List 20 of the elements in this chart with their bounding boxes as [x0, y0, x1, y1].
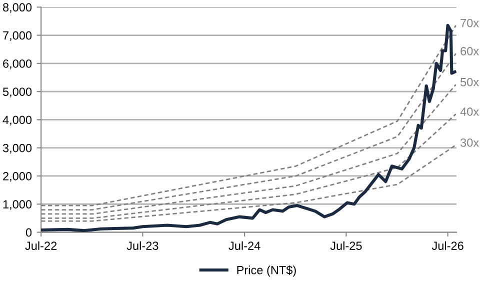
x-tick-label: Jul-24 [228, 241, 260, 250]
series-label: 30x [460, 138, 479, 147]
y-tick-label: 7,000 [3, 31, 32, 42]
y-tick-label: 8,000 [3, 3, 32, 13]
series-label: 60x [460, 46, 479, 56]
series-label: 40x [460, 107, 479, 116]
x-tick-label: Jul-23 [126, 241, 158, 250]
x-tick-label: Jul-25 [330, 241, 362, 250]
x-tick-label: Jul-26 [432, 241, 464, 250]
x-tick-label: Jul-22 [25, 241, 57, 250]
y-tick-label: 4,000 [2, 116, 32, 126]
y-tick-label: 1,000 [3, 200, 32, 210]
y-tick-label: 3,000 [2, 144, 32, 154]
legend-label: Price (NT$) [237, 265, 296, 277]
y-tick-label: 0 [26, 228, 32, 237]
y-tick-label: 2,000 [3, 172, 32, 182]
y-tick-label: 5,000 [2, 88, 32, 98]
series-label: 70x [460, 18, 479, 28]
y-tick-label: 6,000 [3, 59, 32, 70]
series-label: 50x [460, 78, 479, 86]
